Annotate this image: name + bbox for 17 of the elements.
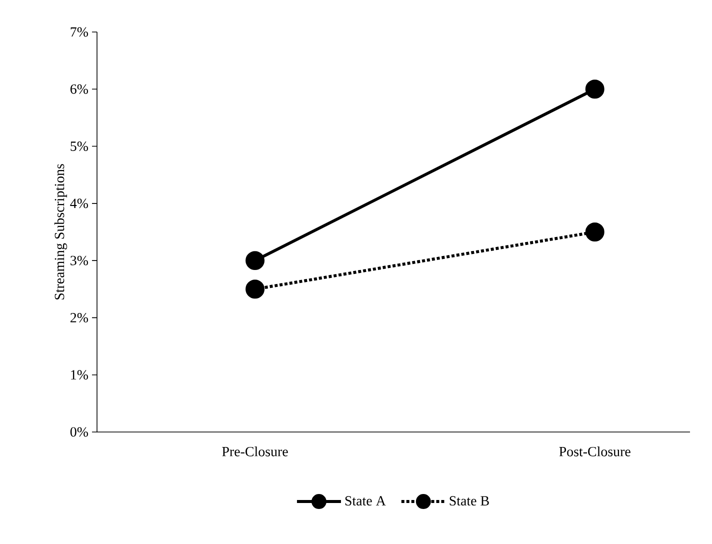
y-axis-title: Streaming Subscriptions	[54, 164, 68, 300]
point	[246, 280, 265, 299]
y-tick-label: 7%	[70, 27, 88, 37]
y-tick-label: 0%	[70, 427, 88, 437]
x-tick-label: Post-Closure	[559, 446, 630, 456]
y-tick-label: 1%	[71, 370, 88, 380]
point	[585, 80, 604, 99]
y-tick-label: 3%	[70, 256, 88, 266]
legend-label: State A	[345, 496, 386, 506]
legend-label: State B	[450, 496, 489, 506]
y-tick-label: 4%	[70, 198, 88, 208]
y-tick-label: 6%	[70, 84, 88, 94]
x-tick-label: Pre-Closure	[222, 446, 288, 456]
y-tick-label: 5%	[70, 142, 88, 152]
y-tick-label: 2%	[70, 312, 88, 322]
point	[585, 222, 604, 242]
point	[246, 251, 265, 270]
